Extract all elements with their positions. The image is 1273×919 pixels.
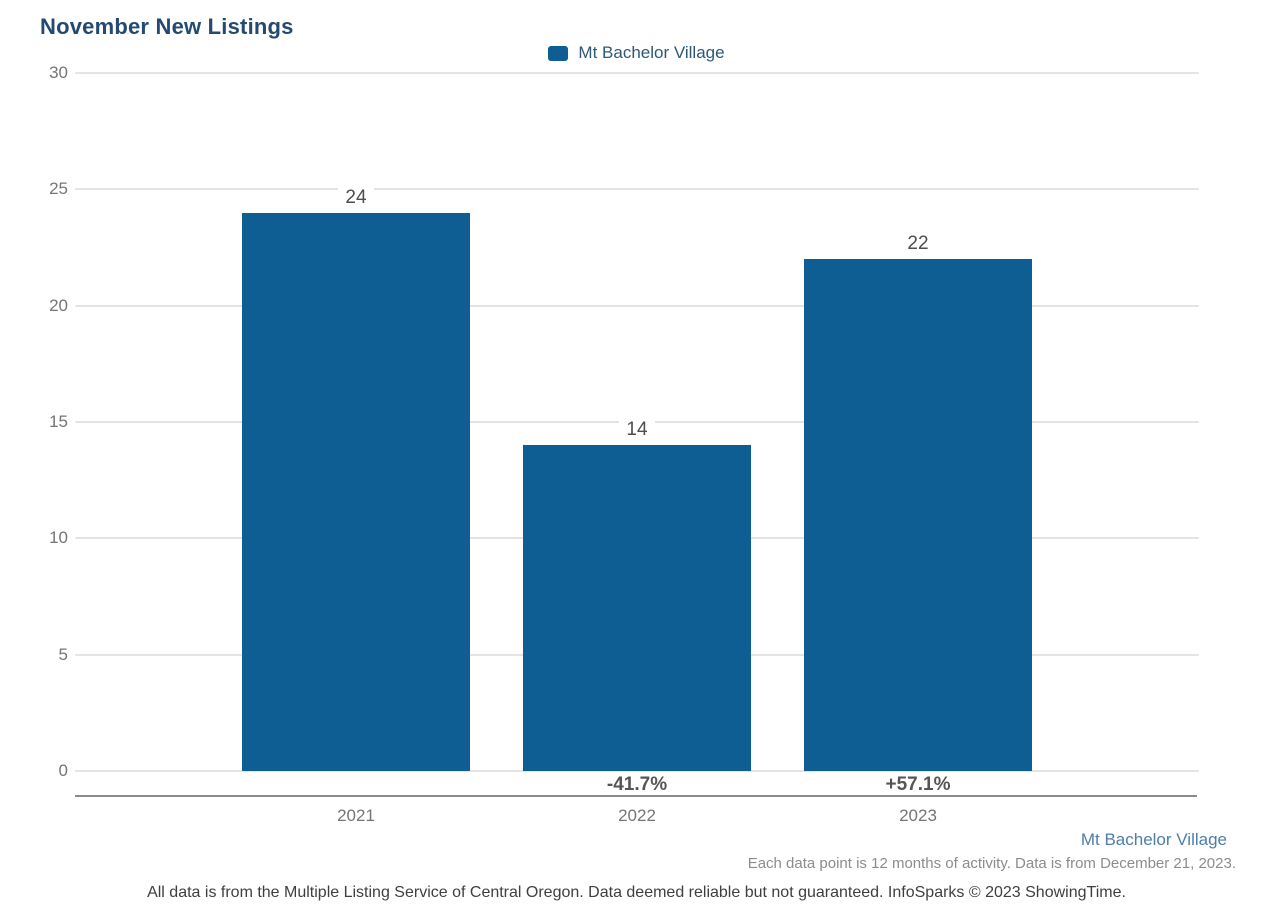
- bar-2023[interactable]: [804, 259, 1032, 771]
- chart-title: November New Listings: [40, 14, 294, 39]
- x-axis-label-2021: 2021: [337, 806, 375, 825]
- pct-change-label-2022: -41.7%: [606, 774, 668, 795]
- y-gridline-0: [75, 770, 1199, 772]
- bar-2021[interactable]: [242, 212, 470, 771]
- bar-2022[interactable]: [523, 445, 751, 771]
- y-gridline-25: [75, 188, 1199, 191]
- bar-value-label-2022: 14: [577, 417, 697, 443]
- bar-value-label-2023: 22: [858, 231, 978, 257]
- legend-label: Mt Bachelor Village: [578, 43, 725, 62]
- y-gridline-20: [75, 304, 1199, 307]
- y-tick-label-15: 15: [49, 412, 68, 431]
- footnote-disclaimer: All data is from the Multiple Listing Se…: [147, 884, 1126, 901]
- footnote-activity: Each data point is 12 months of activity…: [747, 855, 1236, 872]
- y-tick-label-5: 5: [58, 644, 68, 664]
- x-axis-label-2022: 2022: [618, 806, 656, 825]
- y-tick-label-30: 30: [49, 63, 68, 82]
- bar-value-label-2021: 24: [296, 185, 416, 211]
- footer-series-link[interactable]: Mt Bachelor Village: [1080, 830, 1227, 849]
- y-tick-label-0: 0: [58, 761, 68, 780]
- y-gridline-30: [75, 72, 1199, 74]
- y-tick-label-10: 10: [49, 528, 68, 548]
- x-axis-line: [75, 795, 1197, 797]
- pct-change-label-2023: +57.1%: [885, 774, 951, 795]
- y-tick-label-20: 20: [49, 295, 68, 315]
- legend: Mt Bachelor Village: [0, 43, 1273, 63]
- legend-swatch-icon: [548, 45, 569, 61]
- y-tick-label-25: 25: [49, 179, 68, 199]
- x-axis-label-2023: 2023: [899, 806, 937, 825]
